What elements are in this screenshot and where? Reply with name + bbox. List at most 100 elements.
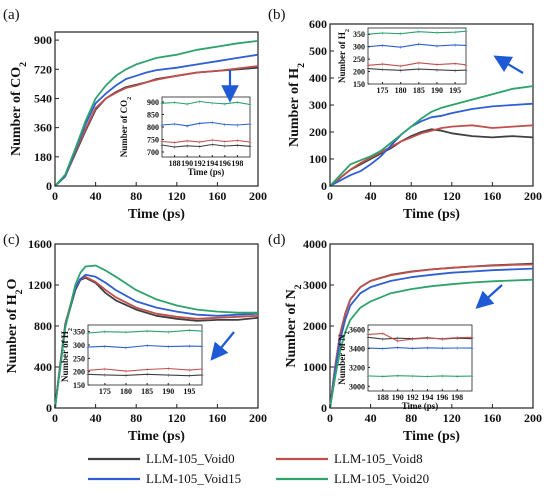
x-tick-label: 190 (162, 387, 174, 396)
y-tick-label: 180 (34, 150, 52, 164)
y-tick-label: 1200 (28, 278, 52, 292)
x-tick-label: 40 (90, 189, 102, 203)
series-marker: + (399, 30, 403, 38)
series-marker: + (381, 29, 385, 37)
series-marker: + (366, 65, 370, 73)
y-tick-label: 800 (147, 123, 159, 132)
y-tick-label: 300 (353, 43, 365, 52)
y-tick-label: 3600 (349, 326, 365, 335)
series-marker: + (173, 99, 177, 107)
series-marker: + (124, 368, 128, 376)
x-tick-label: 80 (405, 189, 417, 203)
series-marker: + (248, 101, 252, 109)
series-marker: + (173, 144, 177, 152)
y-tick-label: 3000 (303, 278, 327, 292)
x-tick-label: 194 (206, 159, 218, 168)
y-axis-label: Number of N2 (337, 331, 351, 385)
series-marker: + (145, 371, 149, 379)
series-marker: + (381, 373, 385, 381)
y-tick-label: 600 (309, 17, 327, 31)
series-marker: + (381, 330, 385, 338)
x-tick-label: 190 (181, 159, 193, 168)
series-marker: + (417, 59, 421, 67)
series-marker: + (411, 373, 415, 381)
series-marker: + (187, 343, 191, 351)
series-marker: + (464, 61, 468, 69)
series-marker: + (381, 61, 385, 69)
series-marker: + (198, 98, 202, 106)
series-marker: + (470, 345, 474, 353)
x-tick-label: 195 (449, 86, 461, 95)
series-marker: + (464, 28, 468, 36)
series-marker: + (145, 366, 149, 374)
series-marker: + (223, 143, 227, 151)
y-axis-label: Number of CO2 (119, 97, 133, 158)
series-line-LLM-105_Void8 (329, 124, 534, 187)
x-tick-label: 120 (443, 411, 461, 425)
series-marker: + (200, 366, 204, 374)
y-axis-label: Number of H2 (337, 29, 351, 83)
x-tick-label: 180 (395, 86, 407, 95)
x-tick-label: 180 (120, 387, 132, 396)
panel-label: (d) (268, 232, 286, 248)
series-line-LLM-105_Void15 (367, 43, 467, 48)
x-tick-label: 188 (169, 159, 181, 168)
series-marker: + (235, 99, 239, 107)
series-marker: + (235, 142, 239, 150)
x-tick-label: 198 (231, 159, 243, 168)
series-marker: + (248, 139, 252, 147)
y-tick-label: 700 (147, 148, 159, 157)
series-marker: + (173, 139, 177, 147)
series-marker: + (160, 100, 164, 108)
series-line-LLM-105_Void8 (87, 367, 203, 372)
series-marker: + (198, 120, 202, 128)
x-tick-label: 192 (194, 159, 206, 168)
x-tick-label: 190 (392, 393, 404, 402)
x-tick-label: 194 (421, 393, 433, 402)
panel-label: (b) (268, 7, 286, 23)
series-marker: + (160, 122, 164, 130)
series-marker: + (187, 372, 191, 380)
series-marker: + (440, 336, 444, 344)
legend-label: LLM-105_Void20 (334, 471, 429, 486)
series-marker: + (200, 328, 204, 336)
y-tick-label: 800 (34, 319, 52, 333)
legend-item: LLM-105_Void20 (276, 471, 429, 486)
x-tick-label: 190 (431, 86, 443, 95)
series-marker: + (124, 372, 128, 380)
y-tick-label: 400 (34, 360, 52, 374)
series-marker: + (381, 336, 385, 344)
x-tick-label: 0 (52, 189, 58, 203)
series-marker: + (435, 66, 439, 74)
series-marker: + (173, 121, 177, 129)
x-axis-label: Time (ps) (188, 167, 225, 177)
series-marker: + (166, 372, 170, 380)
x-tick-label: 40 (365, 189, 377, 203)
series-marker: + (235, 122, 239, 130)
series-line-LLM-105_Void20 (329, 278, 534, 409)
x-tick-label: 195 (183, 387, 195, 396)
series-marker: + (417, 66, 421, 74)
series-marker: + (381, 66, 385, 74)
y-tick-label: 0 (46, 179, 52, 193)
series-line-LLM-105_Void15 (87, 344, 203, 349)
series-marker: + (453, 29, 457, 37)
series-marker: + (411, 336, 415, 344)
y-tick-label: 360 (34, 121, 52, 135)
series-line-LLM-105_Void8 (161, 139, 251, 144)
series-marker: + (210, 141, 214, 149)
series-line-LLM-105_Void15 (329, 102, 534, 187)
panel-label: (c) (3, 232, 20, 248)
series-marker: + (248, 143, 252, 151)
y-tick-label: 900 (34, 33, 52, 47)
x-tick-label: 160 (208, 411, 226, 425)
series-line-LLM-105_Void15 (367, 347, 473, 350)
x-tick-label: 160 (483, 411, 501, 425)
series-marker: + (145, 328, 149, 336)
y-tick-label: 350 (73, 328, 85, 337)
x-axis-label: Time (ps) (128, 429, 185, 444)
series-marker: + (396, 335, 400, 343)
panel-b: 0 40 80 120 160 200 0 100 200 300 400 500 600 Time (p… (268, 7, 542, 222)
